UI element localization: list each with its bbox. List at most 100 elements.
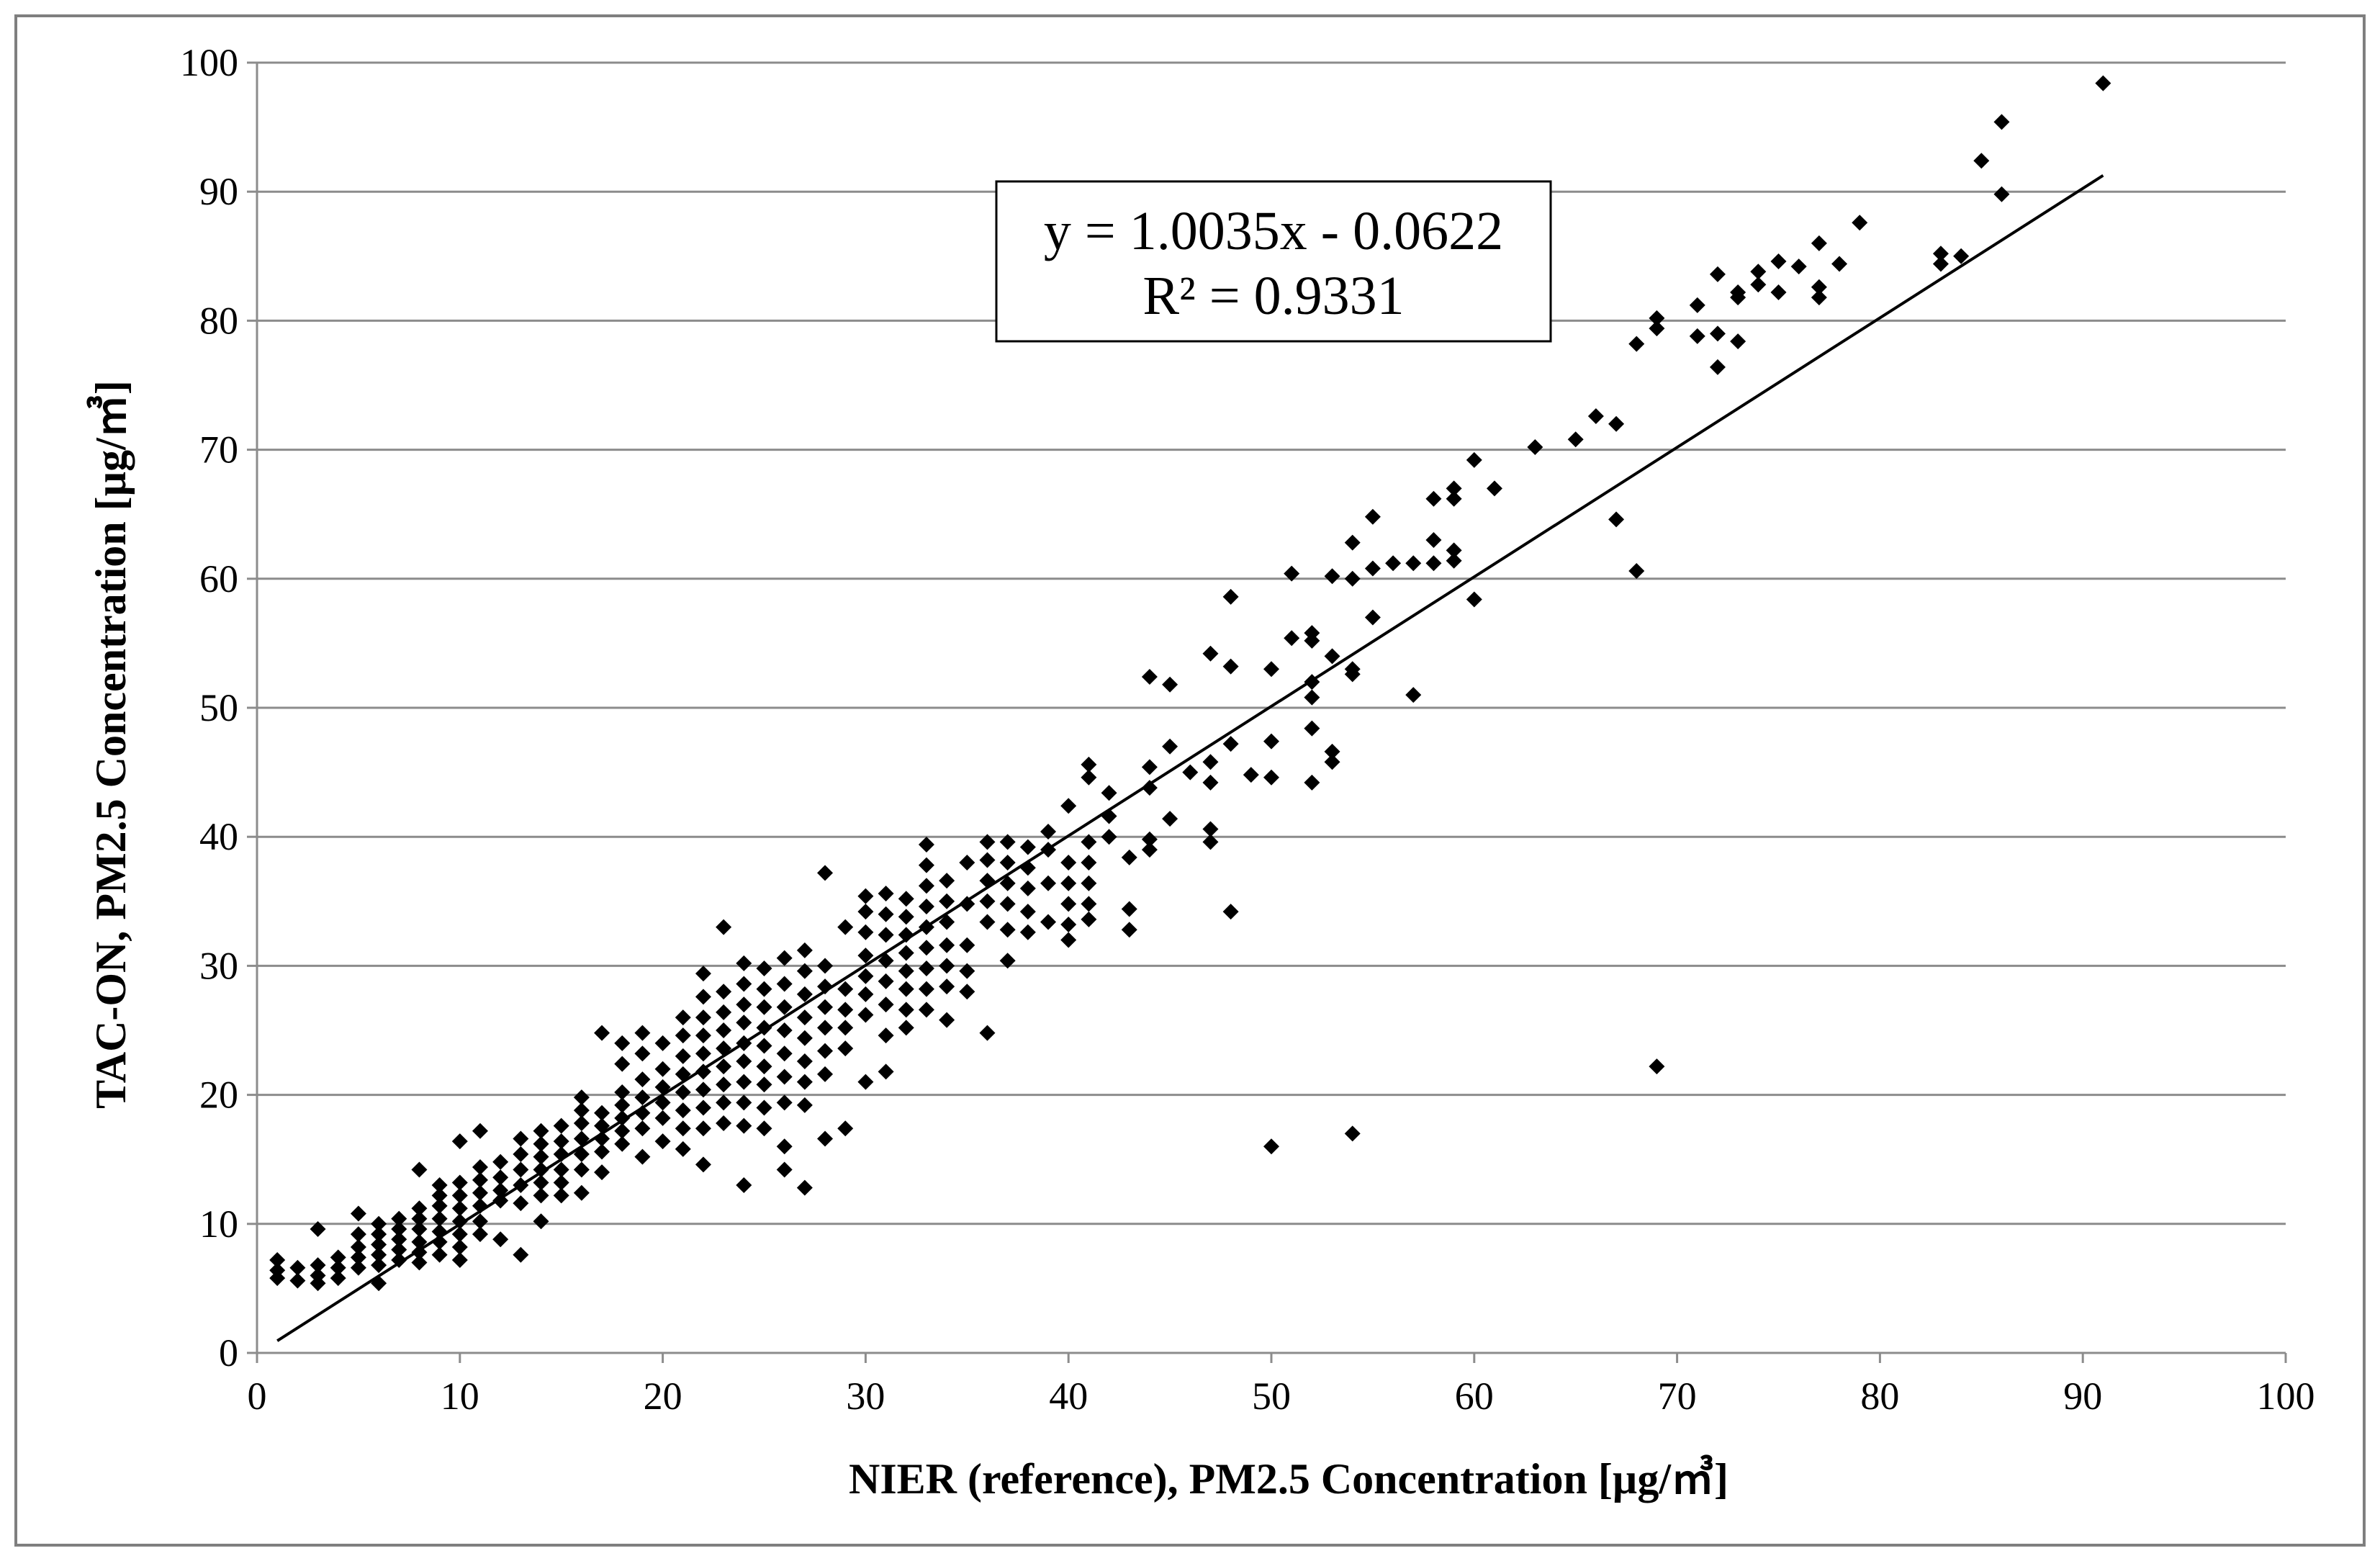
data-point bbox=[776, 999, 793, 1015]
data-point bbox=[796, 1030, 813, 1046]
data-point bbox=[1770, 253, 1787, 269]
data-point bbox=[1770, 284, 1787, 300]
data-point bbox=[837, 1120, 854, 1137]
data-point bbox=[1060, 798, 1077, 814]
data-points bbox=[269, 75, 2111, 1292]
data-point bbox=[1953, 248, 1970, 264]
data-point bbox=[451, 1226, 468, 1243]
data-point bbox=[776, 1069, 793, 1085]
data-point bbox=[391, 1210, 407, 1227]
data-point bbox=[1344, 570, 1361, 587]
data-point bbox=[553, 1133, 569, 1150]
x-tick-label-0: 0 bbox=[248, 1375, 267, 1418]
y-tick-label-50: 50 bbox=[199, 686, 238, 729]
data-point bbox=[472, 1123, 488, 1139]
data-point bbox=[959, 963, 975, 979]
data-point bbox=[1486, 480, 1502, 497]
data-point bbox=[1222, 904, 1239, 920]
data-point bbox=[1993, 186, 2010, 202]
data-point bbox=[776, 976, 793, 992]
data-point bbox=[1628, 563, 1645, 580]
data-point bbox=[796, 942, 813, 958]
data-point bbox=[756, 1076, 772, 1093]
data-point bbox=[939, 1012, 955, 1028]
data-point bbox=[898, 981, 914, 997]
scatter-chart: 0 10 20 30 40 50 60 70 80 90 100 0 10 20 30 40 50 60 70 80 9… bbox=[86, 41, 2315, 1503]
data-point bbox=[675, 1009, 691, 1026]
data-point bbox=[716, 1022, 732, 1038]
data-point bbox=[533, 1174, 549, 1191]
data-point bbox=[594, 1143, 610, 1160]
x-tick-label-70: 70 bbox=[1658, 1375, 1697, 1418]
data-point bbox=[675, 1120, 691, 1137]
data-point bbox=[1446, 552, 1462, 569]
data-point bbox=[695, 1045, 711, 1062]
data-point bbox=[959, 984, 975, 1000]
data-point bbox=[1425, 490, 1442, 507]
data-point bbox=[999, 834, 1016, 850]
data-point bbox=[654, 1061, 671, 1077]
data-point bbox=[350, 1259, 366, 1276]
data-point bbox=[675, 1027, 691, 1044]
data-point bbox=[330, 1259, 346, 1276]
data-point bbox=[1081, 896, 1097, 912]
data-point bbox=[1527, 439, 1543, 456]
data-point bbox=[1385, 555, 1402, 572]
data-point bbox=[594, 1164, 610, 1181]
data-point bbox=[614, 1084, 631, 1101]
r-squared-label: R² = 0.9331 bbox=[1142, 266, 1404, 326]
data-point bbox=[857, 986, 874, 1002]
data-point bbox=[1831, 256, 1848, 272]
data-point bbox=[1587, 408, 1604, 425]
data-point bbox=[1263, 769, 1279, 786]
data-point bbox=[716, 919, 732, 935]
data-point bbox=[736, 976, 752, 992]
data-point bbox=[918, 981, 934, 997]
data-point bbox=[330, 1249, 346, 1266]
data-point bbox=[1202, 774, 1219, 791]
data-point bbox=[1790, 258, 1807, 275]
data-point bbox=[959, 896, 975, 912]
data-point bbox=[878, 973, 894, 989]
data-point bbox=[431, 1177, 448, 1194]
y-tick-label-80: 80 bbox=[199, 299, 238, 342]
data-point bbox=[269, 1251, 286, 1268]
data-point bbox=[594, 1105, 610, 1121]
data-point bbox=[391, 1220, 407, 1237]
data-point bbox=[1811, 289, 1827, 306]
data-point bbox=[1446, 490, 1462, 507]
data-point bbox=[614, 1056, 631, 1072]
axes bbox=[247, 61, 2287, 1363]
data-point bbox=[1081, 769, 1097, 786]
data-point bbox=[817, 1130, 834, 1147]
data-point bbox=[451, 1133, 468, 1150]
data-point bbox=[979, 834, 996, 850]
data-point bbox=[553, 1174, 569, 1191]
data-point bbox=[837, 1040, 854, 1057]
x-tick-label-90: 90 bbox=[2063, 1375, 2102, 1418]
data-point bbox=[796, 1074, 813, 1090]
data-point bbox=[654, 1133, 671, 1150]
data-point bbox=[1060, 917, 1077, 933]
data-point bbox=[1324, 648, 1340, 665]
data-point bbox=[817, 999, 834, 1015]
data-point bbox=[634, 1120, 651, 1137]
data-point bbox=[451, 1174, 468, 1191]
data-point bbox=[1284, 630, 1300, 647]
data-point bbox=[959, 855, 975, 871]
x-tick-label-50: 50 bbox=[1252, 1375, 1291, 1418]
data-point bbox=[837, 1002, 854, 1018]
tick-labels: 0 10 20 30 40 50 60 70 80 90 100 0 10 20 30 40 50 60 70 80 9… bbox=[180, 41, 2315, 1418]
data-point bbox=[716, 1094, 732, 1111]
data-point bbox=[898, 909, 914, 925]
data-point bbox=[675, 1141, 691, 1157]
data-point bbox=[695, 966, 711, 982]
data-point bbox=[289, 1259, 306, 1276]
data-point bbox=[1425, 555, 1442, 572]
data-point bbox=[675, 1102, 691, 1119]
data-point bbox=[1060, 875, 1077, 891]
data-point bbox=[1324, 568, 1340, 585]
data-point bbox=[573, 1161, 590, 1178]
data-point bbox=[898, 927, 914, 943]
data-point bbox=[1202, 834, 1219, 850]
